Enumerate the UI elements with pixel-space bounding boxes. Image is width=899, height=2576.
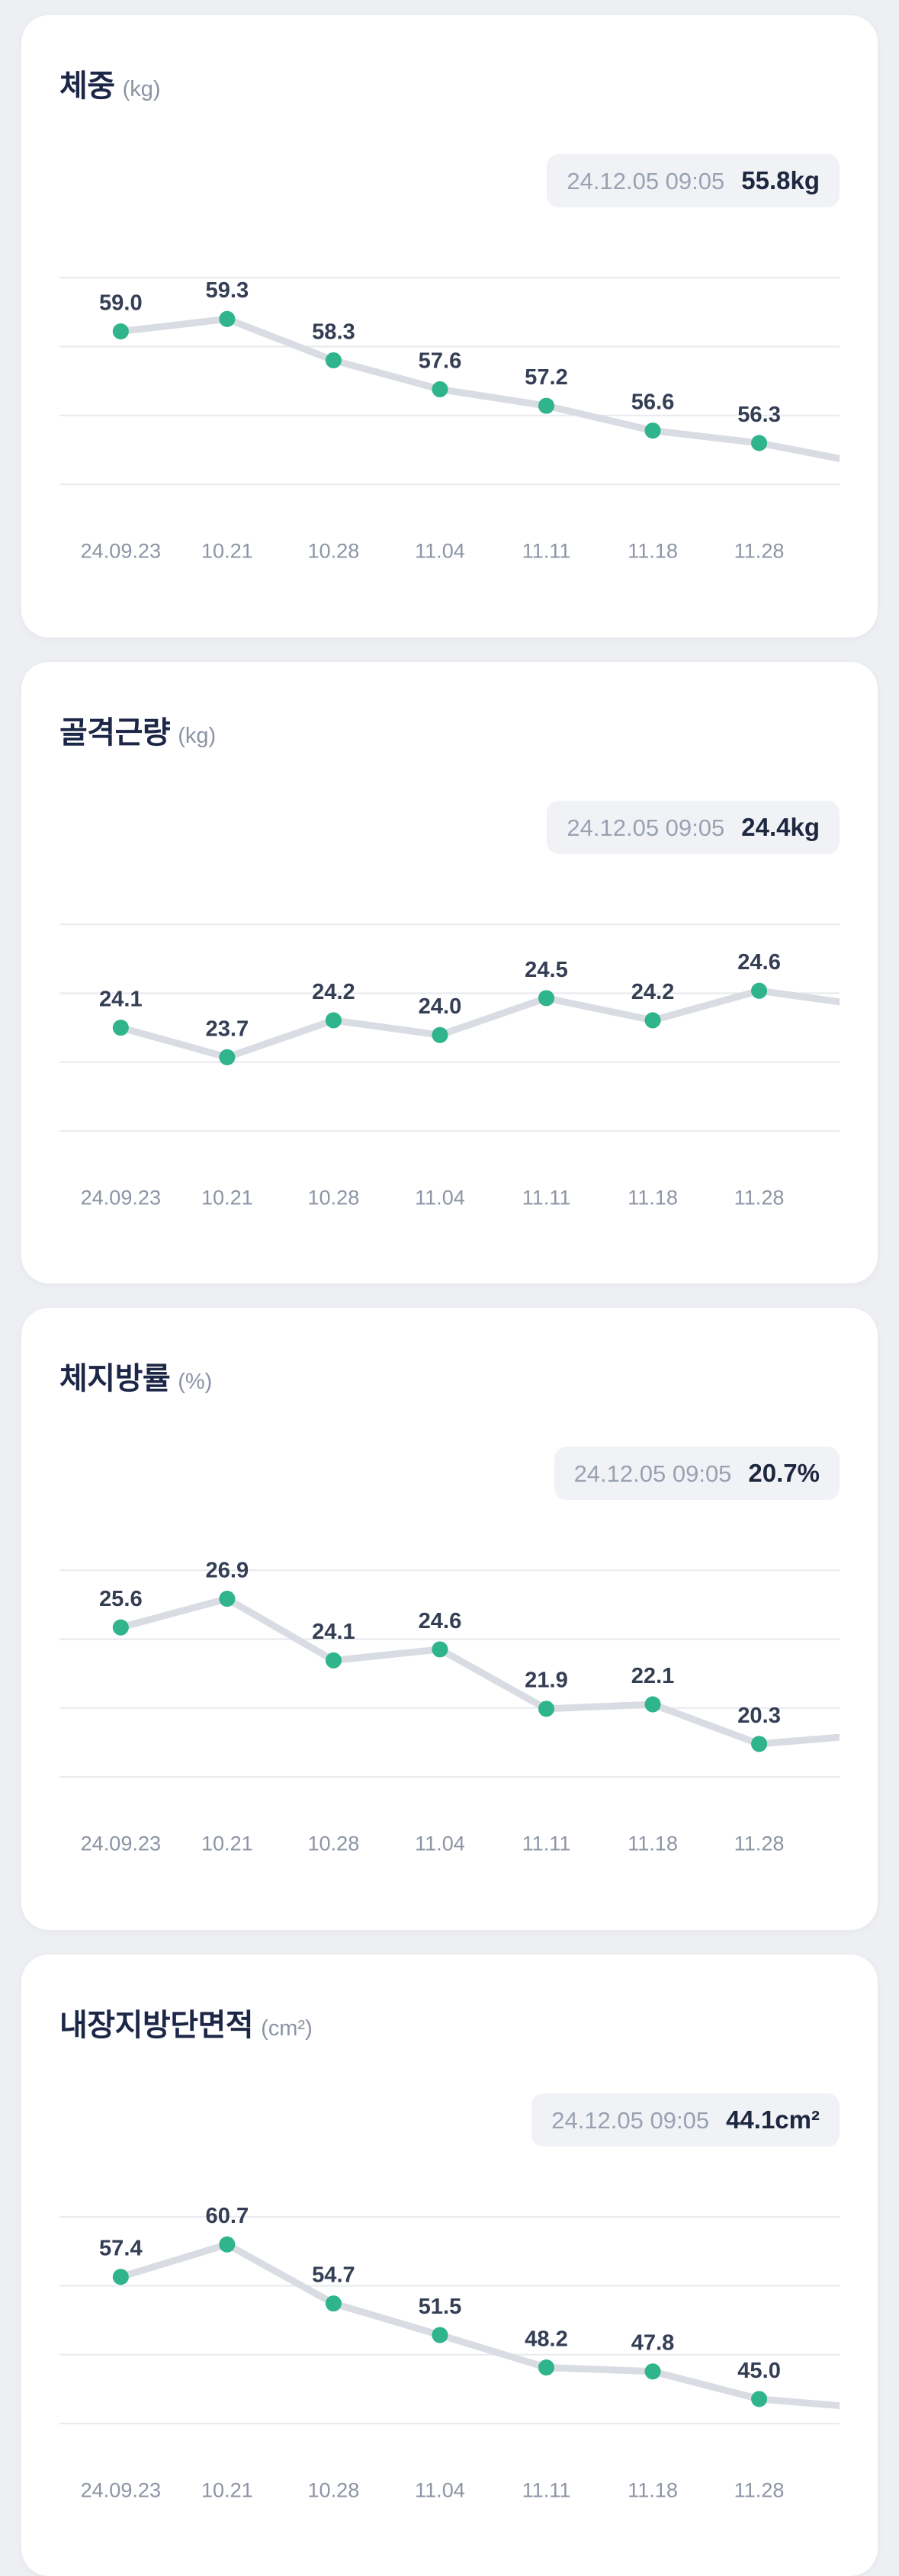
svg-text:11.04: 11.04: [415, 1832, 465, 1855]
card-unit: (kg): [122, 77, 161, 101]
svg-text:20.3: 20.3: [737, 1704, 781, 1728]
svg-text:57.6: 57.6: [419, 348, 462, 373]
card-title: 내장지방단면적: [59, 2008, 254, 2042]
latest-measurement-badge: 24.12.05 09:05 55.8kg: [547, 154, 840, 207]
body-fat-card[interactable]: 체지방률 (%) 24.12.05 09:05 20.7% 25.6 26.9 24…: [21, 1308, 878, 1930]
svg-text:11.18: 11.18: [628, 2478, 678, 2501]
svg-text:56.6: 56.6: [631, 390, 675, 415]
svg-text:24.6: 24.6: [419, 1609, 462, 1633]
svg-text:56.3: 56.3: [737, 403, 781, 427]
weight-trend-chart[interactable]: 59.0 59.3 58.3 57.6 57.2 56.6 56.3 24.09.23 10.2…: [59, 261, 840, 567]
measurement-timestamp: 24.12.05 09:05: [567, 814, 725, 841]
svg-text:45.0: 45.0: [737, 2358, 781, 2382]
latest-measurement-row: 24.12.05 09:05 55.8kg: [59, 154, 840, 207]
visceral-fat-card-header: 내장지방단면적 (cm²): [59, 2000, 840, 2044]
card-title: 체지방률: [59, 1362, 171, 1396]
svg-text:24.0: 24.0: [419, 994, 462, 1019]
measurement-timestamp: 24.12.05 09:05: [573, 1460, 732, 1488]
svg-text:25.6: 25.6: [99, 1587, 143, 1611]
svg-text:11.11: 11.11: [522, 1185, 571, 1209]
svg-text:11.11: 11.11: [522, 1832, 571, 1855]
measurement-value: 20.7%: [748, 1459, 820, 1488]
svg-text:11.04: 11.04: [415, 539, 465, 563]
svg-text:10.28: 10.28: [308, 1185, 360, 1209]
svg-text:24.2: 24.2: [312, 979, 355, 1004]
skeletal-muscle-card-header: 골격근량 (kg): [59, 708, 840, 752]
svg-text:10.21: 10.21: [201, 2478, 253, 2501]
svg-text:22.1: 22.1: [631, 1664, 675, 1688]
latest-measurement-row: 24.12.05 09:05 44.1cm²: [59, 2093, 840, 2147]
svg-text:11.04: 11.04: [415, 1185, 465, 1209]
svg-text:24.09.23: 24.09.23: [81, 1832, 161, 1855]
svg-text:59.3: 59.3: [206, 278, 249, 303]
svg-text:11.18: 11.18: [628, 1832, 678, 1855]
card-unit: (%): [178, 1370, 213, 1395]
skeletal-muscle-card[interactable]: 골격근량 (kg) 24.12.05 09:05 24.4kg 24.1 23.7…: [21, 661, 878, 1284]
svg-text:24.1: 24.1: [312, 1620, 355, 1644]
svg-text:24.1: 24.1: [99, 987, 143, 1011]
svg-text:11.11: 11.11: [522, 539, 571, 563]
svg-text:11.11: 11.11: [522, 2478, 571, 2501]
measurement-timestamp: 24.12.05 09:05: [551, 2106, 710, 2134]
svg-text:51.5: 51.5: [419, 2295, 462, 2319]
latest-measurement-badge: 24.12.05 09:05 24.4kg: [547, 800, 840, 854]
measurement-value: 44.1cm²: [726, 2105, 820, 2134]
measurement-timestamp: 24.12.05 09:05: [567, 168, 725, 194]
svg-text:10.21: 10.21: [201, 539, 253, 563]
svg-text:24.09.23: 24.09.23: [81, 539, 161, 563]
svg-text:21.9: 21.9: [525, 1669, 568, 1693]
svg-text:57.2: 57.2: [525, 365, 568, 390]
svg-text:10.28: 10.28: [308, 539, 360, 563]
svg-text:54.7: 54.7: [312, 2263, 355, 2287]
svg-text:11.28: 11.28: [734, 2478, 785, 2501]
card-title: 골격근량: [59, 715, 171, 750]
card-unit: (kg): [178, 723, 217, 748]
svg-text:11.28: 11.28: [734, 539, 785, 563]
svg-text:10.28: 10.28: [308, 2478, 360, 2501]
svg-text:24.09.23: 24.09.23: [81, 1185, 161, 1209]
latest-measurement-badge: 24.12.05 09:05 20.7%: [554, 1447, 840, 1501]
measurement-value: 24.4kg: [741, 812, 820, 841]
svg-text:11.18: 11.18: [628, 1185, 678, 1209]
latest-measurement-badge: 24.12.05 09:05 44.1cm²: [531, 2093, 840, 2147]
svg-text:59.0: 59.0: [99, 291, 143, 315]
body-fat-trend-chart[interactable]: 25.6 26.9 24.1 24.6 21.9 22.1 20.3 24.09.23 10.2…: [59, 1553, 840, 1860]
svg-text:11.04: 11.04: [415, 2478, 465, 2501]
svg-text:10.21: 10.21: [201, 1832, 253, 1855]
svg-text:60.7: 60.7: [206, 2204, 249, 2228]
svg-text:24.6: 24.6: [737, 950, 781, 975]
latest-measurement-row: 24.12.05 09:05 24.4kg: [59, 800, 840, 854]
visceral-fat-trend-chart[interactable]: 57.4 60.7 54.7 51.5 48.2 47.8 45.0 24.09.23 10.2…: [59, 2200, 840, 2507]
svg-text:48.2: 48.2: [525, 2327, 568, 2351]
visceral-fat-card[interactable]: 내장지방단면적 (cm²) 24.12.05 09:05 44.1cm² 57.…: [21, 1954, 878, 2576]
svg-text:11.28: 11.28: [734, 1832, 785, 1855]
weight-card[interactable]: 체중 (kg) 24.12.05 09:05 55.8kg 59.0 59.3 58…: [21, 15, 878, 638]
svg-text:24.09.23: 24.09.23: [81, 2478, 161, 2501]
svg-text:23.7: 23.7: [206, 1017, 249, 1041]
weight-card-header: 체중 (kg): [59, 61, 840, 105]
svg-text:47.8: 47.8: [631, 2330, 675, 2355]
svg-text:26.9: 26.9: [206, 1559, 249, 1583]
svg-text:10.21: 10.21: [201, 1185, 253, 1209]
svg-text:11.28: 11.28: [734, 1185, 785, 1209]
svg-text:10.28: 10.28: [308, 1832, 360, 1855]
latest-measurement-row: 24.12.05 09:05 20.7%: [59, 1447, 840, 1501]
card-unit: (cm²): [261, 2016, 313, 2041]
svg-text:58.3: 58.3: [312, 320, 355, 344]
card-title: 체중: [59, 69, 115, 103]
svg-text:24.2: 24.2: [631, 979, 675, 1004]
svg-text:57.4: 57.4: [99, 2236, 143, 2260]
measurement-value: 55.8kg: [741, 166, 820, 194]
svg-text:24.5: 24.5: [525, 957, 568, 981]
skeletal-muscle-trend-chart[interactable]: 24.1 23.7 24.2 24.0 24.5 24.2 24.6 24.09.23 10.2…: [59, 907, 840, 1214]
body-fat-card-header: 체지방률 (%): [59, 1354, 840, 1398]
svg-text:11.18: 11.18: [628, 539, 678, 563]
